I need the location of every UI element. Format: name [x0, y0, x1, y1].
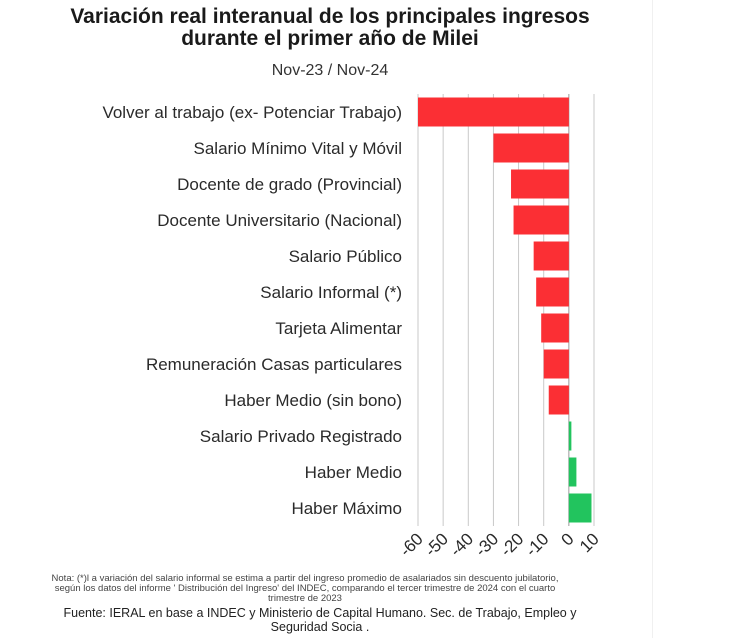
page-edge-line	[652, 0, 653, 638]
x-tick-label-7: 10	[576, 529, 603, 556]
source-line-1: Fuente: IERAL en base a INDEC y Minister…	[63, 606, 577, 620]
bars	[418, 97, 592, 523]
category-label-0: Volver al trabajo (ex- Potenciar Trabajo…	[102, 103, 402, 122]
category-labels: Volver al trabajo (ex- Potenciar Trabajo…	[102, 103, 402, 518]
footnote: Nota: (*)l a variación del salario infor…	[10, 574, 600, 604]
category-label-10: Haber Medio	[305, 463, 402, 482]
bar-10	[568, 457, 577, 487]
bar-0	[418, 97, 569, 127]
grid-lines	[417, 94, 595, 526]
bar-chart: Volver al trabajo (ex- Potenciar Trabajo…	[102, 94, 603, 560]
bar-1	[493, 133, 569, 163]
category-label-5: Salario Informal (*)	[260, 283, 402, 302]
chart-subtitle: Nov-23 / Nov-24	[271, 62, 389, 79]
footnote-line-3: trimestre de 2023	[268, 593, 342, 604]
x-tick-label-6: 0	[558, 529, 578, 549]
category-label-7: Remuneración Casas particulares	[146, 355, 402, 374]
category-label-2: Docente de grado (Provincial)	[177, 175, 402, 194]
x-tick-label-5: -10	[522, 529, 553, 560]
bar-11	[568, 493, 592, 523]
category-label-8: Haber Medio (sin bono)	[224, 391, 402, 410]
source: Fuente: IERAL en base a INDEC y Minister…	[15, 606, 625, 634]
bar-4	[533, 241, 569, 271]
bar-7	[543, 349, 569, 379]
bar-5	[536, 277, 569, 307]
category-label-6: Tarjeta Alimentar	[275, 319, 402, 338]
chart-title: Variación real interanual de los princip…	[20, 6, 640, 50]
bar-8	[548, 385, 569, 415]
source-line-2: Seguridad Socia .	[270, 620, 370, 634]
bar-9	[568, 421, 572, 451]
category-label-3: Docente Universitario (Nacional)	[157, 211, 402, 230]
bar-3	[513, 205, 569, 235]
category-label-9: Salario Privado Registrado	[200, 427, 402, 446]
footnote-line-1: Nota: (*)l a variación del salario infor…	[51, 573, 559, 584]
footnote-line-2: según los datos del informe ' Distribuci…	[54, 583, 556, 594]
chart-title-line-2: durante el primer año de Milei	[181, 27, 479, 50]
category-label-4: Salario Público	[289, 247, 402, 266]
category-label-1: Salario Mínimo Vital y Móvil	[194, 139, 402, 158]
chart-title-line-1: Variación real interanual de los princip…	[70, 5, 590, 28]
bar-6	[541, 313, 569, 343]
category-label-11: Haber Máximo	[291, 499, 402, 518]
bar-2	[511, 169, 569, 199]
x-tick-labels: -60-50-40-30-20-10 010	[396, 529, 603, 560]
